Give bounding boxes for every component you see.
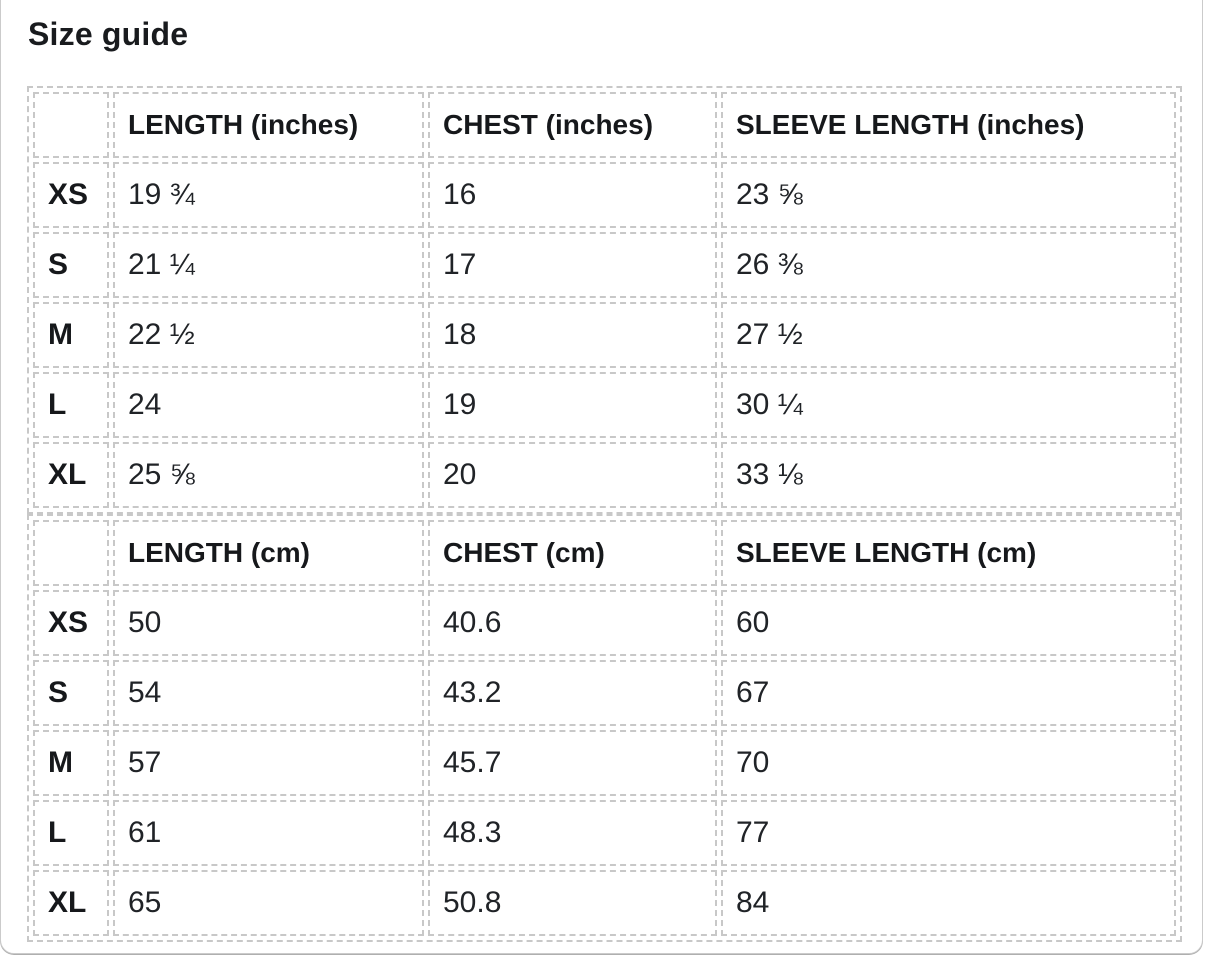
measurement-cell: 50 xyxy=(113,590,424,656)
table-row-l: L 24 19 30 ¼ xyxy=(33,372,1176,438)
table-row-s: S 54 43.2 67 xyxy=(33,660,1176,726)
measurement-cell: 17 xyxy=(428,232,717,298)
table-row-m: M 22 ½ 18 27 ½ xyxy=(33,302,1176,368)
measurement-cell: 30 ¼ xyxy=(721,372,1176,438)
measurement-cell: 27 ½ xyxy=(721,302,1176,368)
measurement-cell: 84 xyxy=(721,870,1176,936)
table-row-xl: XL 25 ⅝ 20 33 ⅛ xyxy=(33,442,1176,508)
corner-cell xyxy=(33,520,109,586)
size-label: L xyxy=(33,800,109,866)
size-label: XS xyxy=(33,590,109,656)
table-row-xs: XS 50 40.6 60 xyxy=(33,590,1176,656)
column-header-sleeve-cm: SLEEVE LENGTH (cm) xyxy=(721,520,1176,586)
size-label: L xyxy=(33,372,109,438)
header-row-cm: LENGTH (cm) CHEST (cm) SLEEVE LENGTH (cm… xyxy=(33,520,1176,586)
measurement-cell: 25 ⅝ xyxy=(113,442,424,508)
measurement-cell: 65 xyxy=(113,870,424,936)
size-table-cm: LENGTH (cm) CHEST (cm) SLEEVE LENGTH (cm… xyxy=(27,514,1182,942)
table-row-xl: XL 65 50.8 84 xyxy=(33,870,1176,936)
size-table-inches: LENGTH (inches) CHEST (inches) SLEEVE LE… xyxy=(27,86,1182,514)
size-label: XL xyxy=(33,870,109,936)
column-header-length-cm: LENGTH (cm) xyxy=(113,520,424,586)
size-label: M xyxy=(33,302,109,368)
measurement-cell: 61 xyxy=(113,800,424,866)
size-guide-card: Size guide LENGTH (inches) CHEST (inches… xyxy=(0,0,1203,954)
column-header-chest-cm: CHEST (cm) xyxy=(428,520,717,586)
measurement-cell: 19 xyxy=(428,372,717,438)
measurement-cell: 24 xyxy=(113,372,424,438)
measurement-cell: 20 xyxy=(428,442,717,508)
size-label: S xyxy=(33,660,109,726)
column-header-length-inches: LENGTH (inches) xyxy=(113,92,424,158)
measurement-cell: 33 ⅛ xyxy=(721,442,1176,508)
measurement-cell: 45.7 xyxy=(428,730,717,796)
size-guide-title: Size guide xyxy=(28,16,189,52)
measurement-cell: 48.3 xyxy=(428,800,717,866)
measurement-cell: 57 xyxy=(113,730,424,796)
header-row-inches: LENGTH (inches) CHEST (inches) SLEEVE LE… xyxy=(33,92,1176,158)
measurement-cell: 22 ½ xyxy=(113,302,424,368)
measurement-cell: 77 xyxy=(721,800,1176,866)
measurement-cell: 21 ¼ xyxy=(113,232,424,298)
measurement-cell: 18 xyxy=(428,302,717,368)
size-label: XL xyxy=(33,442,109,508)
column-header-chest-inches: CHEST (inches) xyxy=(428,92,717,158)
measurement-cell: 19 ¾ xyxy=(113,162,424,228)
measurement-cell: 23 ⅝ xyxy=(721,162,1176,228)
measurement-cell: 70 xyxy=(721,730,1176,796)
column-header-sleeve-inches: SLEEVE LENGTH (inches) xyxy=(721,92,1176,158)
corner-cell xyxy=(33,92,109,158)
size-label: XS xyxy=(33,162,109,228)
measurement-cell: 40.6 xyxy=(428,590,717,656)
measurement-cell: 26 ⅜ xyxy=(721,232,1176,298)
table-row-xs: XS 19 ¾ 16 23 ⅝ xyxy=(33,162,1176,228)
measurement-cell: 67 xyxy=(721,660,1176,726)
size-label: M xyxy=(33,730,109,796)
measurement-cell: 54 xyxy=(113,660,424,726)
measurement-cell: 50.8 xyxy=(428,870,717,936)
measurement-cell: 16 xyxy=(428,162,717,228)
size-label: S xyxy=(33,232,109,298)
table-row-s: S 21 ¼ 17 26 ⅜ xyxy=(33,232,1176,298)
measurement-cell: 60 xyxy=(721,590,1176,656)
measurement-cell: 43.2 xyxy=(428,660,717,726)
table-row-l: L 61 48.3 77 xyxy=(33,800,1176,866)
table-row-m: M 57 45.7 70 xyxy=(33,730,1176,796)
